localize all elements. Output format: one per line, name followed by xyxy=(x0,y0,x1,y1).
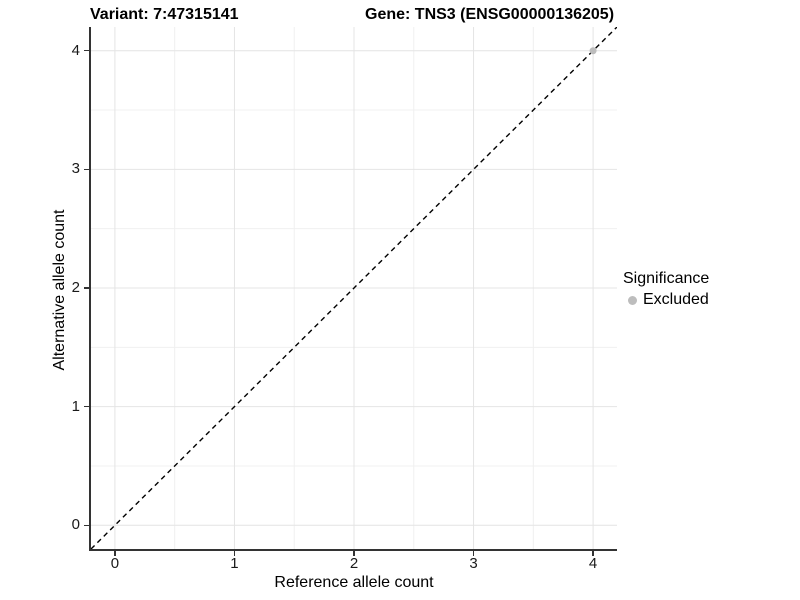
y-tick-label: 1 xyxy=(71,397,80,415)
x-tick-mark xyxy=(592,551,594,556)
legend-item-excluded: Excluded xyxy=(623,291,709,309)
x-tick-label: 3 xyxy=(469,555,478,572)
y-tick-mark xyxy=(84,168,89,171)
y-tick-mark xyxy=(84,287,89,289)
y-tick-mark xyxy=(84,405,89,408)
y-tick-mark xyxy=(84,49,89,52)
legend-item-label: Excluded xyxy=(643,291,709,308)
x-tick-label: 1 xyxy=(230,555,239,572)
data-point-excluded xyxy=(589,47,597,55)
x-tick-mark xyxy=(114,551,116,556)
x-tick-label: 4 xyxy=(588,555,598,572)
y-tick-label: 2 xyxy=(71,279,80,296)
legend-items: Excluded xyxy=(623,291,709,309)
legend: Significance Excluded xyxy=(623,270,709,309)
x-tick-mark xyxy=(233,551,236,556)
plot-area xyxy=(91,27,617,549)
legend-title: Significance xyxy=(623,270,710,287)
identity-dashed-line xyxy=(91,27,617,549)
x-axis-label: Reference allele count xyxy=(274,574,434,591)
y-tick-label: 3 xyxy=(71,160,80,178)
x-tick-mark xyxy=(353,551,355,556)
plot-title-variant: Variant: 7:47315141 xyxy=(90,6,239,23)
legend-key-dot-icon xyxy=(628,295,637,305)
y-tick-label: 4 xyxy=(71,41,80,59)
y-tick-mark xyxy=(84,524,89,527)
y-tick-label: 0 xyxy=(71,516,80,534)
plot-title-gene: Gene: TNS3 (ENSG00000136205) xyxy=(365,6,615,23)
x-tick-label: 0 xyxy=(110,555,120,572)
x-tick-label: 2 xyxy=(349,555,359,572)
x-tick-mark xyxy=(472,551,475,556)
plot-panel xyxy=(89,27,617,551)
